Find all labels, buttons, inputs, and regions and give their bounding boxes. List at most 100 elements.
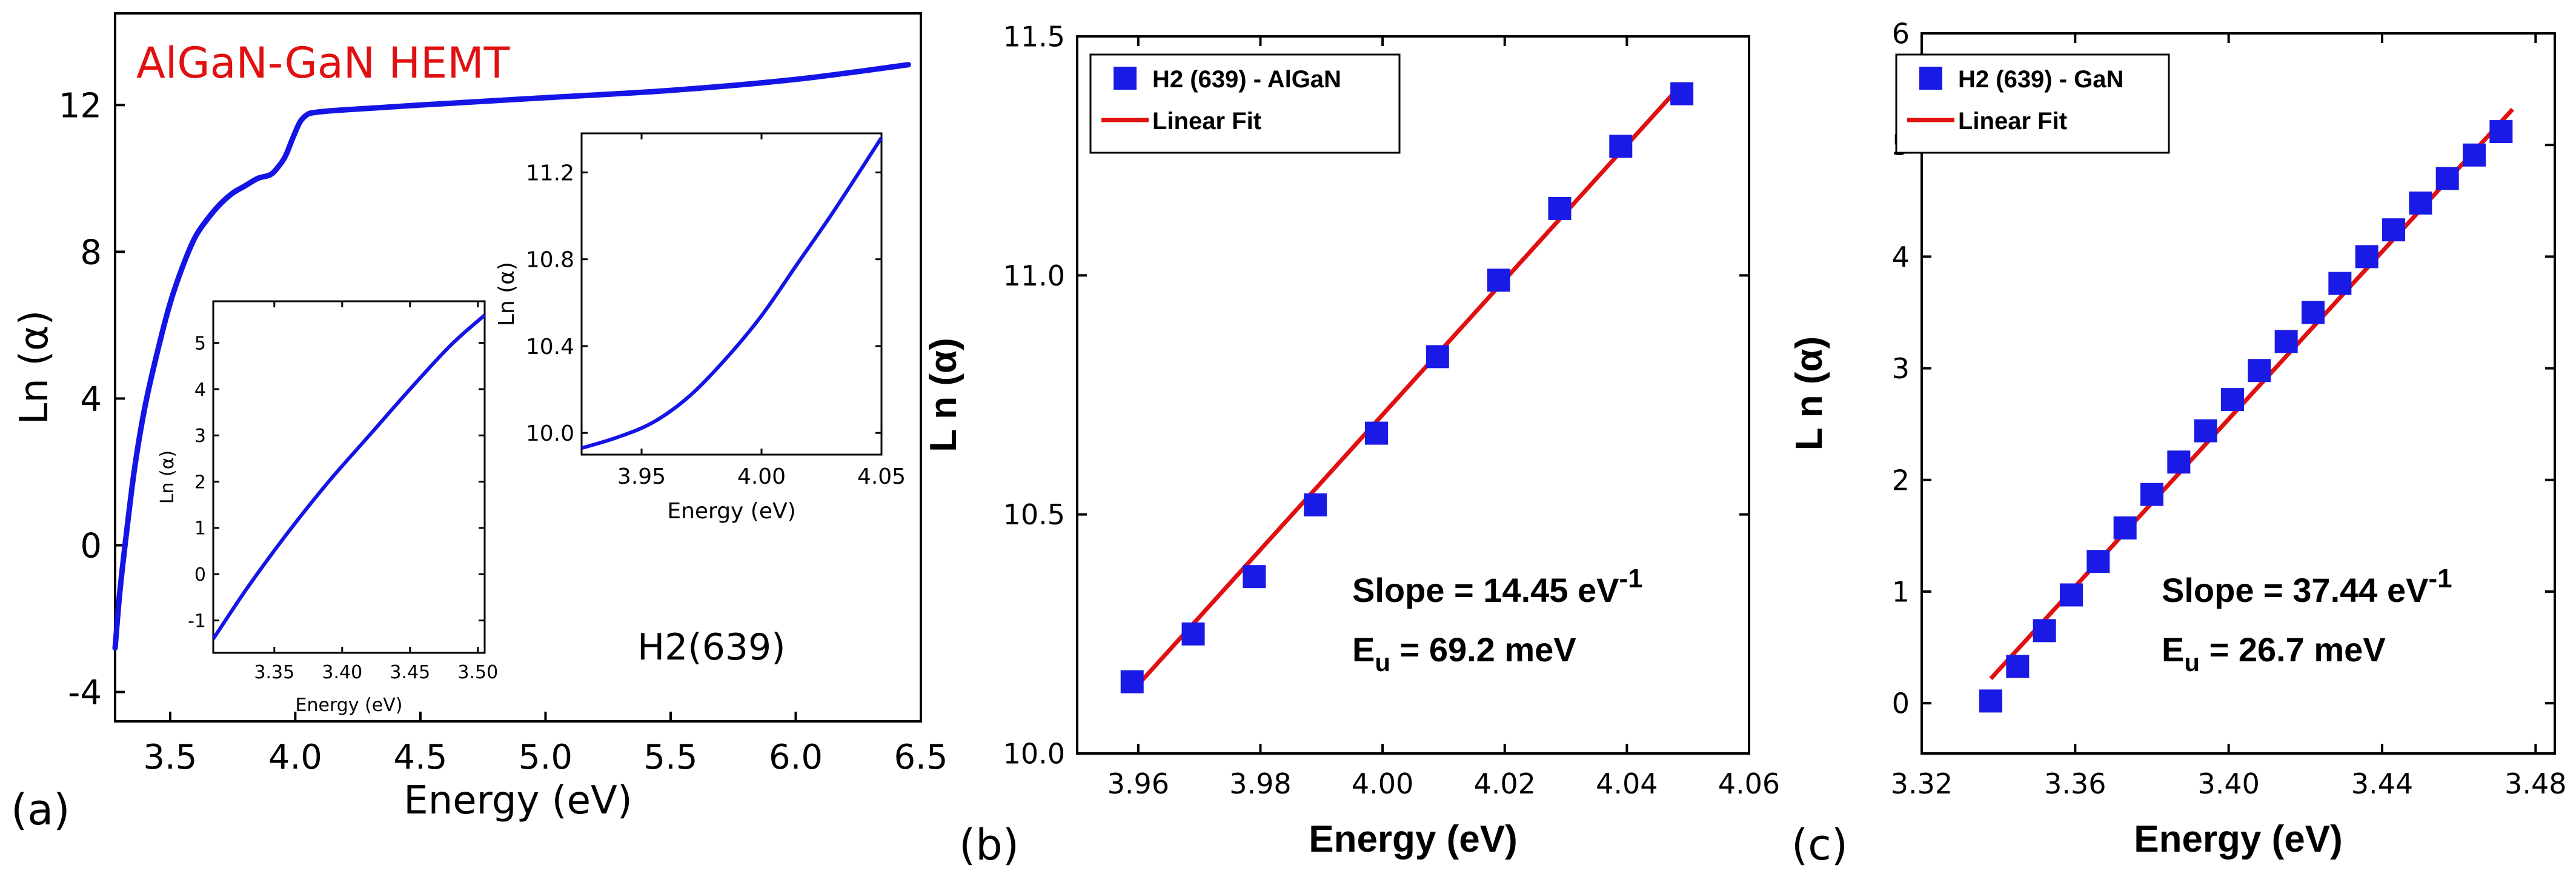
data-point — [2033, 619, 2056, 643]
y-tick-label: 10.4 — [526, 335, 574, 359]
urbach-energy-annotation: Eu = 26.7 meV — [2162, 630, 2386, 676]
legend-marker-points — [1114, 67, 1137, 90]
eu-value: = 26.7 meV — [2200, 630, 2386, 669]
urbach-energy-annotation: Eu = 69.2 meV — [1352, 630, 1576, 676]
legend-label-points: H2 (639) - GaN — [1958, 66, 2123, 93]
x-tick-label: 4.00 — [737, 464, 786, 489]
plot-frame — [580, 132, 883, 456]
legend-label-points: H2 (639) - AlGaN — [1152, 66, 1341, 93]
x-tick-label: 4.00 — [1352, 767, 1413, 800]
slope-annotation: Slope = 37.44 eV-1 — [2162, 564, 2452, 609]
eu-value: = 69.2 meV — [1390, 630, 1576, 669]
slope-annotation: Slope = 14.45 eV-1 — [1352, 564, 1643, 609]
linear-fit-line — [1130, 82, 1684, 693]
y-axis-label: Ln (α) — [494, 262, 519, 326]
plot-frame — [1920, 32, 2556, 755]
x-tick-label: 3.40 — [2197, 767, 2259, 800]
y-tick-label: 0 — [194, 564, 206, 586]
eu-prefix: E — [1352, 630, 1375, 669]
panel-label-a: (a) — [11, 785, 70, 835]
x-tick-label: 3.45 — [390, 662, 430, 683]
y-tick-label: 11.0 — [1003, 259, 1065, 292]
slope-exponent: -1 — [2428, 564, 2452, 593]
legend: H2 (639) - GaN Linear Fit — [1895, 53, 2170, 154]
data-point — [2113, 516, 2137, 539]
y-tick-label: 1 — [194, 518, 206, 539]
data-point — [1243, 565, 1266, 589]
data-point — [2140, 483, 2163, 506]
inset-curve — [211, 313, 486, 640]
x-tick-label: 3.36 — [2044, 767, 2106, 800]
data-point — [2086, 550, 2110, 573]
y-tick-label: 3 — [194, 426, 206, 447]
eu-prefix: E — [2162, 630, 2184, 669]
data-point — [1426, 345, 1449, 369]
x-tick-label: 3.44 — [2351, 767, 2413, 800]
data-point — [2382, 218, 2405, 242]
legend: H2 (639) - AlGaN Linear Fit — [1089, 53, 1401, 154]
y-axis-label: L n (α) — [1788, 336, 1830, 450]
y-tick-label: 11.2 — [526, 161, 574, 185]
x-tick-label: 5.0 — [519, 738, 573, 777]
data-point — [2060, 583, 2083, 607]
y-tick-label: 0 — [1892, 687, 1910, 720]
x-axis-label: Energy (eV) — [1309, 818, 1518, 860]
data-point — [1670, 82, 1694, 105]
plot-frame — [1076, 35, 1750, 755]
x-tick-label: 3.96 — [1107, 767, 1169, 800]
absorption-curve — [112, 62, 911, 651]
slope-text: Slope = 14.45 eV — [1352, 571, 1619, 609]
data-point — [1120, 670, 1144, 693]
y-tick-label: 4 — [80, 380, 102, 419]
panel-label-c: (c) — [1791, 820, 1848, 870]
data-point — [2409, 191, 2432, 215]
inset-low-energy: 3.35 3.40 3.45 3.50 -1 0 1 2 3 4 5 Energy (eV) Ln (α… — [157, 300, 498, 716]
eu-subscript: u — [2184, 648, 2200, 676]
x-axis-label: Energy (eV) — [403, 778, 632, 823]
y-tick-label: 8 — [80, 233, 102, 273]
data-point — [2463, 143, 2486, 167]
y-tick-label: 4 — [1892, 241, 1910, 273]
y-tick-label: 10.8 — [526, 248, 574, 273]
y-tick-label: 2 — [194, 472, 206, 493]
slope-exponent: -1 — [1619, 564, 1642, 593]
data-point — [1365, 421, 1389, 445]
data-point — [2248, 359, 2271, 382]
inset-background — [213, 301, 485, 653]
title-annotation: AlGaN-GaN HEMT — [136, 38, 510, 88]
x-axis-label: Energy (eV) — [296, 695, 403, 716]
data-point — [2274, 330, 2298, 353]
data-point — [2328, 272, 2352, 295]
data-point — [1181, 622, 1205, 646]
y-tick-label: 2 — [1892, 464, 1910, 496]
data-point — [1304, 493, 1327, 516]
data-point — [1487, 269, 1510, 292]
x-axis-label: Energy (eV) — [667, 499, 795, 524]
sample-label: H2(639) — [637, 626, 786, 669]
inset-curve — [581, 136, 883, 450]
y-axis-label: Ln (α) — [157, 450, 178, 504]
x-tick-label: 3.5 — [143, 738, 197, 777]
y-tick-label: 3 — [1892, 352, 1910, 385]
x-tick-label: 3.98 — [1229, 767, 1291, 800]
y-tick-label: 5 — [194, 333, 206, 354]
data-point — [2435, 167, 2459, 190]
x-tick-label: 3.40 — [322, 662, 362, 683]
data-point — [1609, 135, 1633, 158]
data-point — [2355, 245, 2378, 269]
x-tick-label: 3.48 — [2505, 767, 2566, 800]
y-tick-label: 10.5 — [1003, 498, 1065, 531]
y-tick-label: 0 — [80, 527, 102, 566]
y-axis-label: Ln (α) — [12, 310, 57, 425]
data-point — [2489, 120, 2513, 144]
y-axis-label: L n (α) — [923, 338, 964, 452]
inset-high-energy: 3.95 4.00 4.05 10.0 10.4 10.8 11.2 Energy (eV) L… — [494, 132, 906, 524]
data-point — [2194, 419, 2217, 442]
x-tick-label: 6.0 — [769, 738, 823, 777]
x-tick-label: 4.02 — [1474, 767, 1536, 800]
y-tick-label: 11.5 — [1003, 21, 1065, 53]
panel-b: 3.96 3.98 4.00 4.02 4.04 4.06 10.0 10.5 11.0 11.5… — [923, 21, 1780, 870]
x-tick-label: 3.95 — [617, 464, 666, 489]
y-tick-label: 6 — [1892, 18, 1910, 50]
